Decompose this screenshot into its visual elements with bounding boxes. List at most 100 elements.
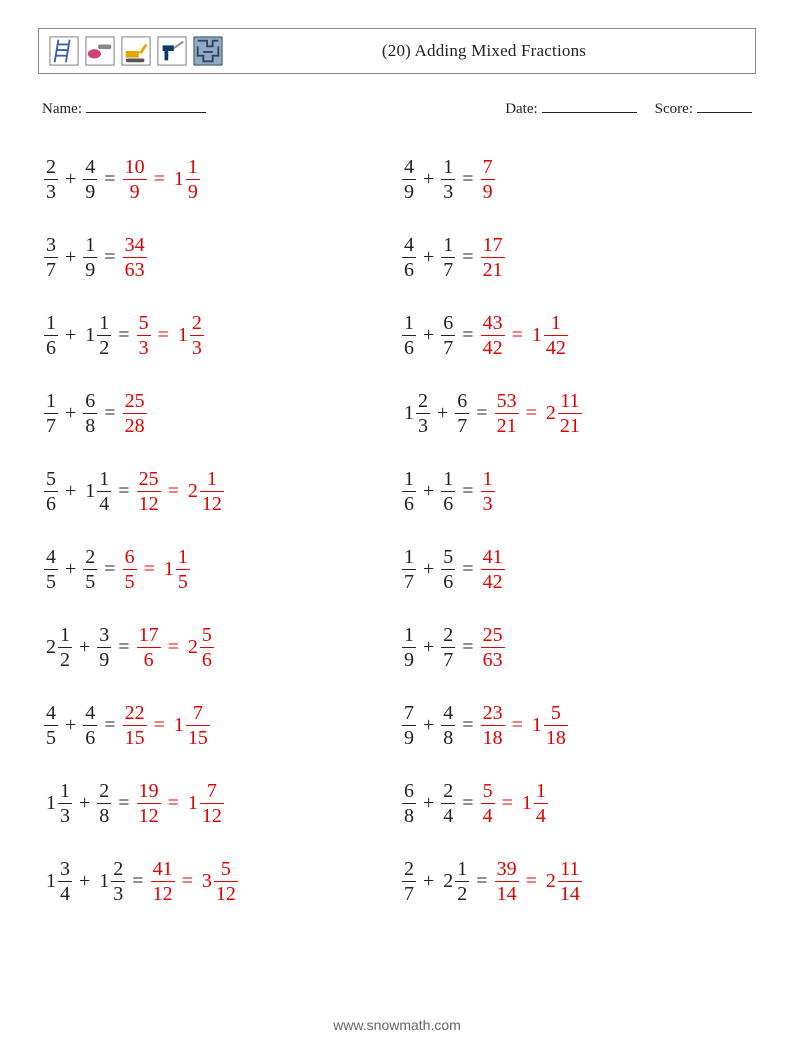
fraction-bar <box>44 335 58 336</box>
equals: = <box>151 325 176 345</box>
fraction: 518 <box>544 703 568 748</box>
denominator: 3 <box>58 806 72 826</box>
name-blank[interactable] <box>86 98 206 113</box>
fraction-bar <box>190 335 204 336</box>
denominator: 6 <box>200 650 214 670</box>
problem-item: 17+56=4142 <box>402 530 750 608</box>
fraction: 24 <box>441 781 455 826</box>
equals: = <box>505 325 530 345</box>
fraction-bar <box>44 257 58 258</box>
problem-item: 45+46=2215=1715 <box>44 686 392 764</box>
equals: = <box>455 637 480 657</box>
fraction-bar <box>137 803 161 804</box>
score-blank[interactable] <box>697 98 752 113</box>
plus-op: + <box>72 871 97 891</box>
fraction-bar <box>455 413 469 414</box>
numerator: 4 <box>44 703 58 723</box>
fraction: 13 <box>58 781 72 826</box>
denominator: 7 <box>441 338 455 358</box>
equals: = <box>469 871 494 891</box>
fraction: 2528 <box>123 391 147 436</box>
fraction-bar <box>151 881 175 882</box>
whole-part: 2 <box>186 481 200 501</box>
fraction-bar <box>481 491 495 492</box>
denominator: 5 <box>44 572 58 592</box>
plus-op: + <box>58 325 83 345</box>
numerator: 5 <box>441 547 455 567</box>
numerator: 53 <box>495 391 519 411</box>
fraction: 142 <box>544 313 568 358</box>
equals: = <box>97 715 122 735</box>
fraction-bar <box>44 179 58 180</box>
score-label: Score: <box>655 101 693 118</box>
fraction-bar <box>441 647 455 648</box>
denominator: 63 <box>481 650 505 670</box>
numerator: 6 <box>455 391 469 411</box>
fraction-bar <box>200 647 214 648</box>
whole-part: 1 <box>83 325 97 345</box>
plus-op: + <box>58 169 83 189</box>
numerator: 6 <box>123 547 137 567</box>
fraction: 19 <box>186 157 200 202</box>
plus-op: + <box>416 169 441 189</box>
numerator: 1 <box>58 781 72 801</box>
numerator: 1 <box>186 157 200 177</box>
problems-grid: 23+49=109=11949+13=7937+19=346346+17=172… <box>38 140 756 920</box>
whole-part: 1 <box>172 715 186 735</box>
numerator: 1 <box>97 313 111 333</box>
fraction: 68 <box>402 781 416 826</box>
numerator: 41 <box>151 859 175 879</box>
denominator: 6 <box>402 338 416 358</box>
fraction-bar <box>534 803 548 804</box>
equals: = <box>495 793 520 813</box>
fraction-bar <box>214 881 238 882</box>
whole-part: 1 <box>172 169 186 189</box>
denominator: 5 <box>44 728 58 748</box>
footer-link[interactable]: www.snowmath.com <box>0 1017 794 1033</box>
denominator: 3 <box>190 338 204 358</box>
denominator: 4 <box>481 806 495 826</box>
equals: = <box>455 169 480 189</box>
numerator: 34 <box>123 235 147 255</box>
fraction-bar <box>402 569 416 570</box>
denominator: 6 <box>83 728 97 748</box>
fraction-bar <box>137 335 151 336</box>
equals: = <box>125 871 150 891</box>
whole-part: 2 <box>44 637 58 657</box>
fraction-bar <box>402 881 416 882</box>
numerator: 11 <box>558 391 581 411</box>
fraction: 53 <box>137 313 151 358</box>
denominator: 7 <box>44 260 58 280</box>
fraction: 12 <box>455 859 469 904</box>
fraction-bar <box>481 335 505 336</box>
fraction: 68 <box>83 391 97 436</box>
fraction: 16 <box>441 469 455 514</box>
fraction: 14 <box>534 781 548 826</box>
problem-item: 134+123=4112=3512 <box>44 842 392 920</box>
fraction: 14 <box>97 469 111 514</box>
problem-item: 16+16=13 <box>402 452 750 530</box>
fraction-bar <box>58 803 72 804</box>
date-blank[interactable] <box>542 98 637 113</box>
denominator: 7 <box>455 416 469 436</box>
numerator: 5 <box>549 703 563 723</box>
numerator: 2 <box>97 781 111 801</box>
numerator: 7 <box>402 703 416 723</box>
denominator: 42 <box>544 338 568 358</box>
numerator: 5 <box>137 313 151 333</box>
denominator: 9 <box>128 182 142 202</box>
fraction: 23 <box>190 313 204 358</box>
problem-item: 79+48=2318=1518 <box>402 686 750 764</box>
fraction-bar <box>97 647 111 648</box>
equals: = <box>455 793 480 813</box>
fraction-bar <box>83 413 97 414</box>
denominator: 3 <box>416 416 430 436</box>
whole-part: 1 <box>520 793 534 813</box>
fraction-bar <box>123 179 147 180</box>
denominator: 5 <box>176 572 190 592</box>
fraction: 12 <box>97 313 111 358</box>
numerator: 22 <box>123 703 147 723</box>
excavator-icon <box>121 36 151 66</box>
denominator: 6 <box>44 494 58 514</box>
denominator: 8 <box>441 728 455 748</box>
